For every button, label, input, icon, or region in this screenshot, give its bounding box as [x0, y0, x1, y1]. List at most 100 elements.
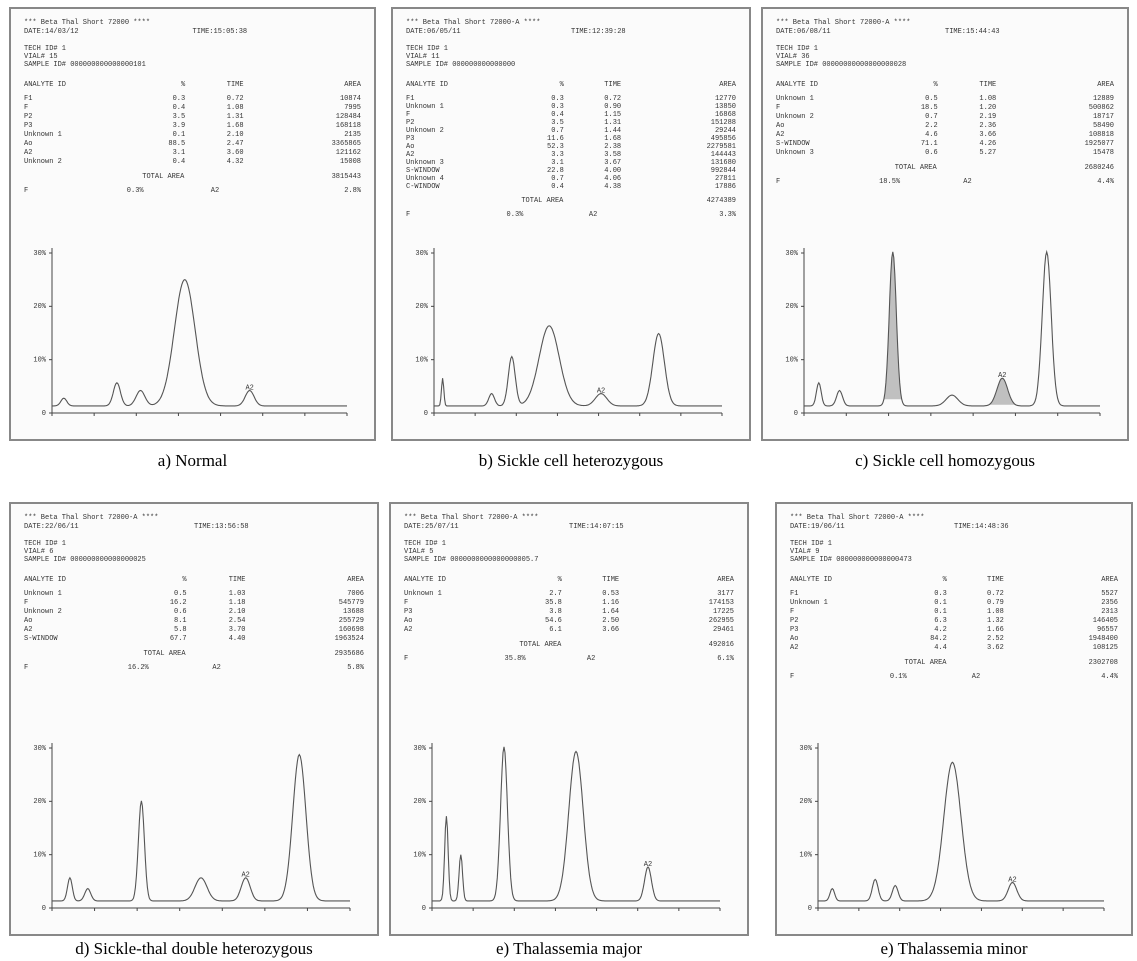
tech-id: TECH ID# 1 — [406, 45, 448, 53]
tech-id: TECH ID# 1 — [790, 540, 832, 548]
table-cell: F1 — [790, 590, 798, 598]
printout — [762, 8, 1128, 440]
total-label: TOTAL AREA — [905, 659, 948, 667]
caption: d) Sickle-thal double heterozygous — [75, 939, 312, 958]
table-cell: 2.52 — [987, 635, 1004, 643]
table-cell: 3.1 — [173, 149, 186, 157]
table-cell: 131680 — [711, 159, 736, 167]
tech-id: TECH ID# 1 — [24, 45, 66, 53]
table-cell: 29461 — [713, 626, 734, 634]
table-cell: 4.32 — [227, 158, 244, 166]
peak-label: A2 — [245, 384, 253, 392]
time: TIME:13:56:58 — [194, 523, 249, 531]
table-cell: 2135 — [344, 131, 361, 139]
table-cell: 1.68 — [227, 122, 244, 130]
table-cell: 3.5 — [173, 113, 186, 121]
table-cell: Unknown 4 — [406, 175, 444, 183]
column-header: TIME — [987, 576, 1004, 584]
table-cell: 3.60 — [227, 149, 244, 157]
table-cell: 11.6 — [547, 135, 564, 143]
table-cell: 0.53 — [602, 590, 619, 598]
sample-id: SAMPLE ID# 000000000000000 — [406, 61, 515, 69]
table-cell: 18.5 — [921, 104, 938, 112]
y-label: 30% — [799, 745, 812, 753]
table-cell: C-WINDOW — [406, 183, 440, 191]
table-cell: 3.3 — [551, 151, 564, 159]
table-cell: 0.4 — [551, 183, 564, 191]
table-cell: 35.8 — [545, 599, 562, 607]
table-cell: 3365865 — [332, 140, 361, 148]
table-cell: 0.4 — [173, 104, 186, 112]
table-cell: 1.03 — [229, 590, 246, 598]
caption: a) Normal — [158, 451, 228, 470]
table-cell: 4.40 — [229, 635, 246, 643]
table-cell: 1.66 — [987, 626, 1004, 634]
table-cell: 1925077 — [1085, 140, 1114, 148]
total-label: TOTAL AREA — [144, 650, 187, 658]
table-cell: P3 — [24, 122, 32, 130]
table-cell: 13688 — [343, 608, 364, 616]
table-cell: 545779 — [339, 599, 364, 607]
table-cell: 0.3 — [173, 95, 186, 103]
y-label: 20% — [799, 798, 812, 806]
table-cell: 0.72 — [604, 95, 621, 103]
a2-label: A2 — [589, 211, 597, 219]
y-label: 0 — [422, 905, 426, 913]
table-cell: 0.7 — [551, 175, 564, 183]
column-header: AREA — [344, 81, 362, 89]
table-cell: 0.5 — [174, 590, 187, 598]
table-cell: 54.6 — [545, 617, 562, 625]
column-header: AREA — [1101, 576, 1119, 584]
column-header: TIME — [229, 576, 246, 584]
total-area: 2680246 — [1085, 164, 1114, 172]
sample-id: SAMPLE ID# 0000000000000000005.7 — [404, 556, 538, 564]
table-cell: 1.64 — [602, 608, 619, 616]
printout — [392, 8, 750, 440]
table-cell: 16868 — [715, 111, 736, 119]
table-cell: 3.70 — [229, 626, 246, 634]
table-cell: 0.7 — [925, 113, 938, 121]
table-cell: 0.3 — [551, 95, 564, 103]
table-cell: 0.3 — [934, 590, 947, 598]
y-label: 0 — [794, 410, 798, 418]
time: TIME:14:48:36 — [954, 523, 1009, 531]
peak-label: A2 — [1008, 876, 1016, 884]
table-cell: A2 — [406, 151, 414, 159]
f-value: 18.5% — [879, 178, 901, 186]
column-header: TIME — [602, 576, 619, 584]
table-cell: 4.38 — [604, 183, 621, 191]
vial: VIAL# 6 — [24, 548, 53, 556]
table-cell: Unknown 1 — [406, 103, 444, 111]
table-cell: 88.5 — [168, 140, 185, 148]
table-cell: 3.5 — [551, 119, 564, 127]
caption: c) Sickle cell homozygous — [855, 451, 1035, 470]
column-header: ANALYTE ID — [406, 81, 448, 89]
peak-label: A2 — [597, 388, 605, 396]
table-cell: 1.44 — [604, 127, 621, 135]
table-cell: P3 — [790, 626, 798, 634]
table-cell: A2 — [790, 644, 798, 652]
table-cell: Ao — [24, 140, 32, 148]
table-cell: 22.8 — [547, 167, 564, 175]
table-cell: 29244 — [715, 127, 736, 135]
f-label: F — [776, 178, 780, 186]
a2-value: 5.8% — [347, 664, 365, 672]
y-label: 20% — [785, 303, 798, 311]
table-cell: 0.4 — [173, 158, 186, 166]
total-label: TOTAL AREA — [519, 641, 562, 649]
table-cell: S-WINDOW — [406, 167, 440, 175]
table-cell: 0.1 — [934, 608, 947, 616]
column-header: AREA — [717, 576, 735, 584]
table-cell: 146405 — [1093, 617, 1118, 625]
column-header: ANALYTE ID — [790, 576, 832, 584]
a2-label: A2 — [972, 673, 980, 681]
f-label: F — [24, 187, 28, 195]
a2-label: A2 — [211, 187, 219, 195]
table-cell: 1.31 — [227, 113, 244, 121]
total-area: 492016 — [709, 641, 734, 649]
table-cell: S-WINDOW — [24, 635, 58, 643]
table-cell: 10874 — [340, 95, 361, 103]
table-cell: 1.68 — [604, 135, 621, 143]
figure: *** Beta Thal Short 72000 ****DATE:14/03… — [0, 0, 1137, 961]
table-cell: F — [776, 104, 780, 112]
